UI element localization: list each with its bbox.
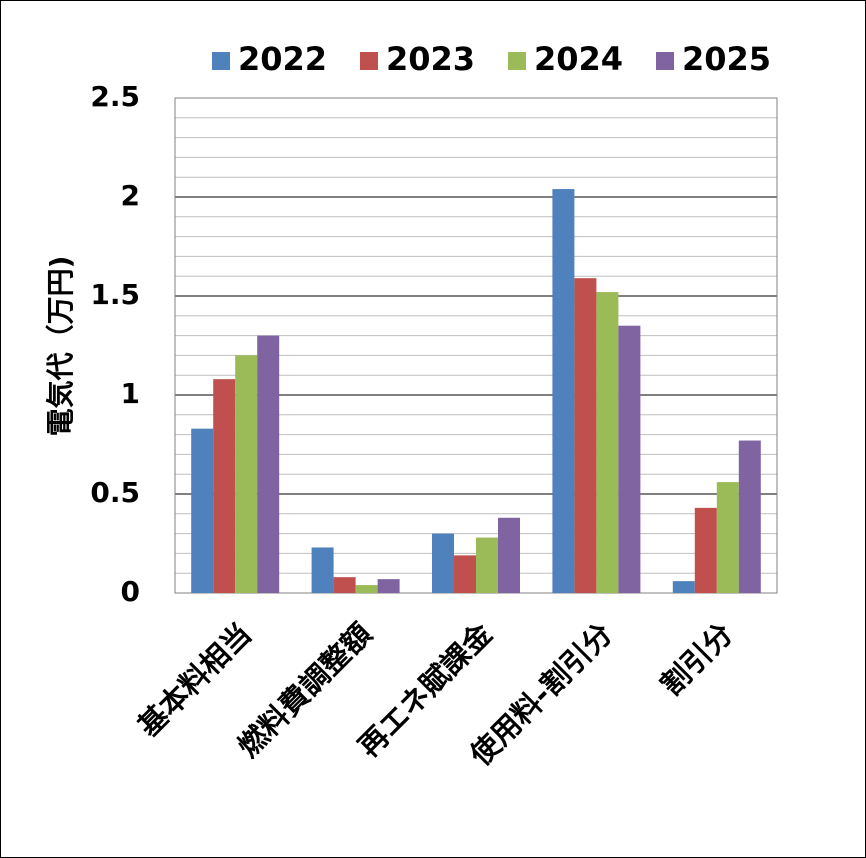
x-tick-label: 基本料相当	[131, 617, 258, 744]
bar-2022-1	[191, 428, 214, 593]
bar-2025-4	[618, 325, 641, 593]
legend-label: 2024	[534, 40, 623, 78]
y-tick-label: 2	[121, 179, 140, 212]
y-axis-label: 電気代（万円)	[44, 256, 77, 437]
bar-2025-2	[377, 579, 400, 593]
bar-2022-2	[311, 547, 334, 593]
legend-label: 2023	[386, 40, 475, 78]
y-tick-label: 1	[121, 377, 140, 410]
legend-swatch	[360, 52, 378, 70]
legend-label: 2025	[682, 40, 771, 78]
bar-2022-3	[432, 533, 454, 593]
bar-2022-4	[552, 189, 575, 593]
legend-swatch	[212, 52, 230, 70]
bar-2023-1	[213, 379, 236, 593]
y-tick-label: 2.5	[90, 80, 140, 113]
legend-swatch	[508, 52, 526, 70]
legend: 2022 2023 2024 2025	[212, 40, 771, 78]
bar-2024-1	[235, 355, 258, 593]
bar-2023-5	[694, 507, 717, 593]
y-tick-labels: 0 0.5 1 1.5 2 2.5	[90, 80, 140, 608]
y-tick-label: 0	[121, 575, 140, 608]
bar-2023-4	[574, 278, 597, 593]
bar-2024-5	[716, 482, 739, 593]
x-tick-label: 割引分	[654, 617, 740, 703]
legend-swatch	[656, 52, 674, 70]
bar-2024-4	[596, 292, 619, 593]
bar-2024-3	[476, 537, 498, 593]
bar-2025-3	[498, 517, 520, 593]
bar-2025-1	[257, 335, 280, 593]
bars	[191, 189, 761, 593]
bar-2025-5	[738, 440, 761, 593]
y-tick-label: 0.5	[90, 476, 140, 509]
y-tick-label: 1.5	[90, 278, 140, 311]
bar-2023-3	[454, 555, 476, 593]
legend-label: 2022	[238, 40, 327, 78]
bar-2022-5	[672, 581, 695, 593]
bar-2023-2	[333, 577, 356, 593]
bar-2024-2	[355, 585, 378, 593]
